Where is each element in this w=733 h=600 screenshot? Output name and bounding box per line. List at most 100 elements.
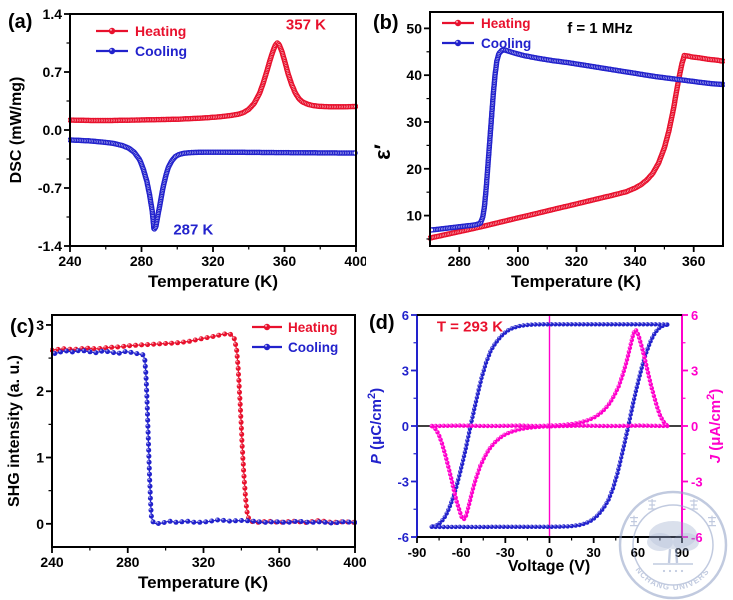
- legend-label: Cooling: [135, 43, 187, 59]
- series-group: [68, 40, 358, 232]
- seal-inner-ring: [632, 504, 714, 586]
- y-tick-label: -1.4: [38, 238, 62, 254]
- x-tick-label: 340: [623, 253, 647, 269]
- y-tick-label: 40: [406, 67, 422, 83]
- series-cooling: [68, 137, 358, 232]
- y-tick-label: 3: [402, 364, 409, 379]
- series-group: [429, 322, 670, 530]
- y-tick-label: 0.0: [43, 122, 63, 138]
- y-axis-title: DSC (mW/mg): [8, 77, 25, 184]
- seal-cjk-glyph: [648, 499, 657, 510]
- annotation-text: 357 K: [286, 17, 326, 34]
- panel-c-shg-chart: 240 280 320 360 400 0 1 2 3 Temperature (K) SHG in…: [0, 300, 367, 600]
- x-tick-label: 280: [448, 253, 472, 269]
- legend-label: Heating: [288, 320, 338, 335]
- legend-marker-sample: [454, 19, 462, 27]
- y-right-axis-title: J (μA/cm2): [705, 389, 724, 464]
- legend-label: Heating: [481, 16, 531, 31]
- x-tick-label: 320: [565, 253, 589, 269]
- x-tick-label: 280: [130, 253, 154, 269]
- x-tick-label: -30: [496, 545, 515, 560]
- annotation-text: T = 293 K: [437, 319, 503, 336]
- annotation-text: 287 K: [173, 221, 213, 238]
- x-tick-label: 320: [192, 554, 216, 570]
- x-tick-label: 90: [675, 545, 689, 560]
- legend: Heating Cooling: [442, 16, 531, 51]
- y-tick-label: 0.7: [43, 64, 63, 80]
- y-right-tick-label: 3: [691, 364, 698, 379]
- seal-cjk-glyph: [708, 515, 716, 527]
- series-group: [50, 331, 357, 526]
- panel-b-permittivity-chart: 280 300 320 340 360 10 20 30 40 50 Temperature (K)…: [366, 0, 733, 300]
- y-tick-label: 50: [406, 20, 422, 36]
- y-tick-label: -3: [397, 475, 409, 490]
- series-group: [428, 47, 725, 241]
- legend-marker-sample: [263, 323, 271, 331]
- y-tick-label: 1: [36, 450, 44, 466]
- x-axis-title: Temperature (K): [148, 272, 278, 291]
- y-axis-title: ε′: [370, 144, 395, 160]
- chart-svg-b: 280 300 320 340 360 10 20 30 40 50 Temperature (K)…: [370, 11, 725, 291]
- y-axis-title: P (μC/cm2): [366, 388, 385, 464]
- y-tick-label: 10: [406, 208, 422, 224]
- x-tick-label: 400: [343, 554, 366, 570]
- x-tick-label: 240: [58, 253, 82, 269]
- axis-ticks: 280 300 320 340 360 10 20 30 40 50: [406, 20, 705, 269]
- panel-letter: (a): [8, 11, 32, 33]
- series-cooling: [428, 47, 725, 233]
- x-axis-title: Voltage (V): [508, 558, 590, 575]
- x-tick-label: -60: [452, 545, 471, 560]
- y-tick-label: 1.4: [43, 6, 63, 22]
- legend-label: Cooling: [481, 36, 531, 51]
- x-tick-label: 240: [40, 554, 64, 570]
- y-tick-label: 3: [36, 317, 44, 333]
- y-right-tick-label: 0: [691, 419, 698, 434]
- x-tick-label: 360: [268, 554, 292, 570]
- legend: Heating Cooling: [252, 320, 338, 355]
- seal-tree-icon: [647, 521, 699, 573]
- y-tick-label: 0: [36, 516, 44, 532]
- y-axis-title: SHG intensity (a. u.): [6, 355, 23, 507]
- x-tick-label: 0: [546, 545, 553, 560]
- y-tick-label: -0.7: [38, 180, 62, 196]
- legend-marker-sample: [263, 343, 271, 351]
- seal-outer-ring: [618, 490, 728, 600]
- legend-label: Heating: [135, 23, 186, 39]
- seal-cjk-glyph: [630, 515, 638, 527]
- axis-ticks: 240 280 320 360 400 -1.4 -0.7 0.0 0.7 1.4: [38, 6, 368, 269]
- y-tick-label: 30: [406, 114, 422, 130]
- x-tick-label: -90: [408, 545, 427, 560]
- y-tick-label: 2: [36, 383, 44, 399]
- seal-cjk-glyph: [689, 499, 698, 510]
- x-tick-label: 400: [344, 253, 366, 269]
- legend-marker-sample: [454, 39, 462, 47]
- chart-svg-c: 240 280 320 360 400 0 1 2 3 Temperature (K) SHG in…: [6, 314, 367, 592]
- y-right-tick-label: 6: [691, 308, 698, 323]
- x-tick-label: 360: [682, 253, 706, 269]
- x-tick-label: 280: [116, 554, 140, 570]
- y-tick-label: 20: [406, 161, 422, 177]
- panel-letter: (b): [373, 12, 399, 34]
- axis-ticks: 240 280 320 360 400 0 1 2 3: [36, 317, 367, 570]
- x-tick-label: 30: [586, 545, 600, 560]
- y-tick-label: 6: [402, 308, 409, 323]
- legend: Heating Cooling: [96, 23, 187, 59]
- y-right-tick-label: -6: [691, 530, 703, 545]
- y-tick-label: 0: [402, 419, 409, 434]
- x-tick-label: 320: [201, 253, 225, 269]
- x-tick-label: 300: [506, 253, 530, 269]
- panel-letter: (d): [369, 312, 395, 334]
- panel-letter: (c): [10, 316, 34, 338]
- y-right-tick-label: -3: [691, 475, 703, 490]
- series-p-ascending: [429, 322, 669, 530]
- panel-a-dsc-chart: 240 280 320 360 400 -1.4 -0.7 0.0 0.7 1.4 Temperat…: [0, 0, 368, 300]
- x-axis-title: Temperature (K): [511, 272, 641, 291]
- series-j-ascending: [429, 328, 669, 429]
- chart-svg-a: 240 280 320 360 400 -1.4 -0.7 0.0 0.7 1.4 Temperat…: [8, 6, 368, 291]
- x-tick-label: 360: [273, 253, 297, 269]
- x-axis-title: Temperature (K): [138, 573, 268, 592]
- legend-marker-sample: [108, 47, 116, 55]
